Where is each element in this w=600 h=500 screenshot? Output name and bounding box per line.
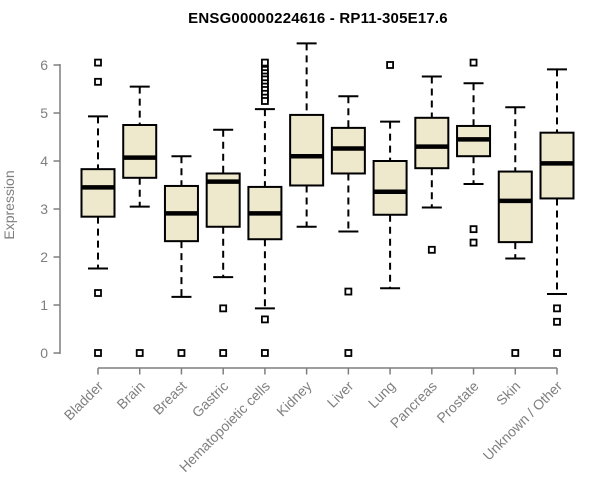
x-tick-label: Kidney [273,378,315,420]
outlier-point [344,349,353,357]
x-tick-label: Lung [365,378,398,411]
outlier-point [261,58,269,67]
box [372,160,408,216]
outlier-point [469,58,478,67]
box [497,170,533,244]
y-tick-label: 4 [40,153,48,169]
outlier-point [261,97,269,105]
x-tick-label: Brain [113,378,147,412]
y-tick-label: 2 [40,249,48,265]
outlier-point [511,349,520,357]
outlier-point [219,304,228,313]
outlier-point [135,349,144,357]
outlier-point [427,245,436,254]
box [122,124,158,179]
outlier-point [94,77,102,86]
outlier-point [469,238,478,247]
chart-title: ENSG00000224616 - RP11-305E17.6 [188,10,448,27]
y-tick-label: 6 [40,57,48,73]
outlier-point [94,58,102,67]
x-tick-label: Skin [493,378,524,409]
y-tick-label: 1 [40,297,48,313]
outlier-point [386,61,394,69]
outlier-point [469,225,478,234]
x-tick-label: Liver [324,378,357,411]
outlier-point [219,349,228,357]
x-tick-label: Prostate [433,378,481,426]
outlier-point [94,349,102,357]
box [289,113,325,187]
outlier-point [261,349,269,357]
outlier-point [94,289,102,297]
x-tick-label: Unknown / Other [480,378,566,464]
y-tick-label: 0 [40,345,48,361]
outlier-point [177,349,186,357]
outlier-point [553,317,561,326]
outlier-point [553,304,561,313]
x-tick-label: Bladder [61,378,107,424]
box [414,116,450,170]
y-axis-title: Expression [1,170,17,239]
x-tick-label: Breast [150,378,190,418]
y-tick-label: 5 [40,105,48,121]
outlier-point [553,349,561,357]
outlier-point [261,315,269,324]
outlier-point [344,287,353,296]
box [80,168,116,218]
y-tick-label: 3 [40,201,48,217]
